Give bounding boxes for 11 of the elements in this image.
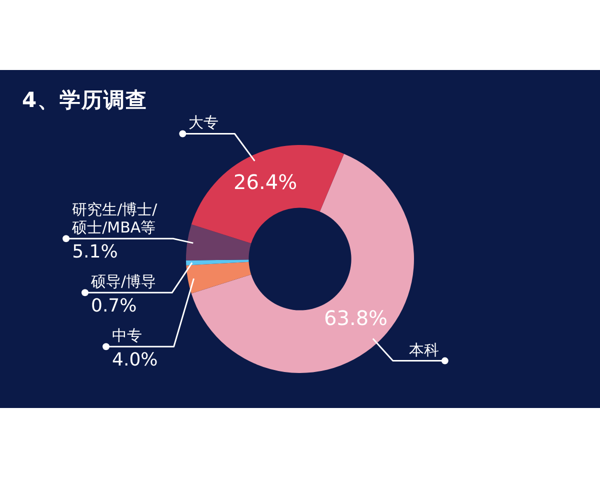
slice-label: 中专	[112, 326, 142, 345]
data-label: 0.7%	[91, 295, 137, 316]
slice-label: 研究生/博士/硕士/MBA等	[71, 200, 158, 237]
data-label: 4.0%	[112, 349, 158, 370]
data-label: 26.4%	[234, 170, 298, 194]
slice-label: 硕导/博导	[90, 272, 156, 291]
chart-title: 4、学历调查	[22, 87, 148, 114]
slice-label: 本科	[408, 340, 439, 359]
slice-label: 大专	[188, 114, 219, 132]
data-label: 63.8%	[324, 306, 388, 330]
data-label: 5.1%	[72, 241, 118, 262]
